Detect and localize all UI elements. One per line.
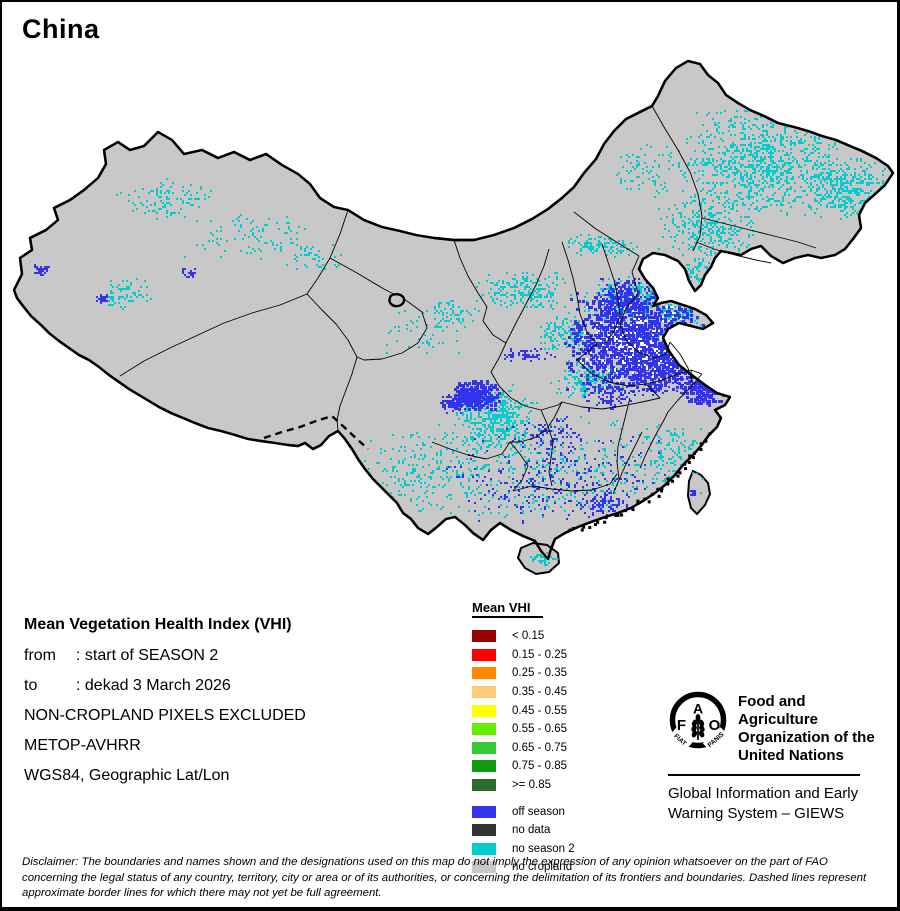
legend-title: Mean VHI (472, 600, 543, 618)
giews-line: Global Information and Early (668, 785, 859, 802)
mask-note: NON-CROPLAND PIXELS EXCLUDED (24, 707, 306, 724)
giews-line: Warning System – GIEWS (668, 805, 845, 822)
period-from-row: from : start of SEASON 2 (24, 648, 306, 664)
legend-swatch (472, 779, 496, 792)
legend-label: 0.15 - 0.25 (512, 648, 567, 661)
legend: Mean VHI < 0.15 0.15 - 0.25 0.25 - 0.35 0.3… (472, 600, 575, 877)
fao-name-line: United Nations (738, 747, 844, 764)
legend-swatch (472, 824, 496, 837)
legend-row: 0.65 - 0.75 (472, 739, 575, 758)
legend-row: 0.45 - 0.55 (472, 701, 575, 720)
legend-row: < 0.15 (472, 627, 575, 646)
legend-row: 0.55 - 0.65 (472, 720, 575, 739)
fao-divider (668, 774, 860, 776)
legend-label: >= 0.85 (512, 779, 552, 792)
fao-name-line: Organization of the (738, 729, 875, 746)
legend-row: off season (472, 802, 575, 821)
legend-swatch (472, 686, 496, 699)
legend-swatch (472, 723, 496, 736)
giews-name: Global Information and Early Warning Sys… (668, 784, 882, 824)
legend-vhi-classes: < 0.15 0.15 - 0.25 0.25 - 0.35 0.35 - 0.45 0… (472, 627, 575, 794)
legend-label: < 0.15 (512, 630, 545, 643)
legend-label: 0.35 - 0.45 (512, 686, 567, 699)
legend-label: off season (512, 805, 565, 818)
legend-swatch (472, 648, 496, 661)
legend-label: 0.45 - 0.55 (512, 704, 567, 717)
page-title: China (22, 14, 100, 44)
fao-logo: FIAT PANIS F O A (669, 691, 728, 750)
legend-swatch (472, 760, 496, 773)
legend-swatch (472, 741, 496, 754)
legend-label: 0.75 - 0.85 (512, 760, 567, 773)
to-label: to (24, 677, 38, 694)
legend-label: 0.65 - 0.75 (512, 741, 567, 754)
legend-swatch (472, 667, 496, 680)
legend-row: 0.35 - 0.45 (472, 683, 575, 702)
legend-swatch (472, 861, 496, 874)
legend-row: 0.25 - 0.35 (472, 664, 575, 683)
legend-label: 0.25 - 0.35 (512, 667, 567, 680)
china-vhi-map (12, 59, 895, 576)
fao-name-line: Food and Agriculture (738, 693, 819, 728)
legend-label: no season 2 (512, 842, 575, 855)
fao-logo-row: FIAT PANIS F O A (668, 690, 882, 765)
legend-row: no season 2 (472, 840, 575, 859)
sensor-note: METOP-AVHRR (24, 737, 141, 754)
to-value: : dekad 3 March 2026 (76, 677, 231, 694)
projection-note: WGS84, Geographic Lat/Lon (24, 767, 230, 784)
legend-swatch (472, 842, 496, 855)
wheat-ear-icon (691, 714, 705, 740)
legend-swatch (472, 704, 496, 717)
period-to-row: to : dekad 3 March 2026 (24, 678, 306, 694)
legend-extra-classes: off season no data no season 2 no cropland (472, 802, 575, 876)
legend-row: no cropland (472, 858, 575, 877)
from-label: from (24, 647, 56, 664)
legend-row: 0.75 - 0.85 (472, 757, 575, 776)
legend-row: >= 0.85 (472, 776, 575, 795)
legend-label: 0.55 - 0.65 (512, 723, 567, 736)
index-heading: Mean Vegetation Health Index (VHI) (24, 616, 292, 633)
disclaimer-text: Disclaimer: The boundaries and names sho… (22, 856, 867, 899)
from-value: : start of SEASON 2 (76, 647, 219, 664)
legend-row: 0.15 - 0.25 (472, 646, 575, 665)
fao-block: FIAT PANIS F O A (668, 690, 882, 824)
map-metadata-block: Mean Vegetation Health Index (VHI) from:… (24, 616, 306, 798)
legend-swatch (472, 805, 496, 818)
legend-label: no data (512, 824, 551, 837)
legend-swatch (472, 630, 496, 643)
legend-row: no data (472, 821, 575, 840)
fao-name: Food and Agriculture Organization of the… (738, 690, 882, 765)
legend-label: no cropland (512, 861, 573, 874)
